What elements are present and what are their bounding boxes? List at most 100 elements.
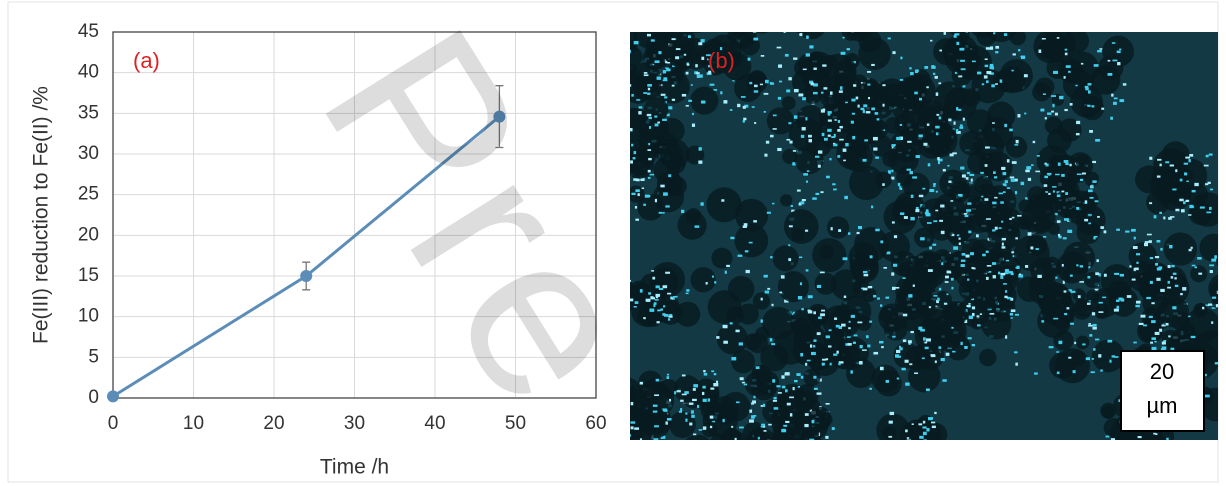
cell — [935, 209, 939, 212]
cell — [635, 189, 640, 193]
cell — [1117, 61, 1121, 66]
cell-cluster — [637, 194, 664, 221]
cell — [692, 398, 697, 402]
cell — [681, 93, 687, 97]
cell — [833, 353, 838, 356]
cell — [1091, 184, 1094, 188]
cell — [788, 225, 793, 228]
cell — [627, 66, 630, 69]
cell — [689, 422, 693, 426]
cell — [906, 439, 912, 440]
cell — [823, 452, 827, 454]
cell — [883, 28, 887, 30]
cell — [1045, 191, 1048, 193]
cell — [797, 385, 801, 388]
cell — [806, 170, 810, 172]
cell — [924, 346, 929, 350]
cell-cluster — [1092, 339, 1125, 373]
cell — [1002, 191, 1006, 193]
cell — [1088, 90, 1091, 94]
cell — [679, 26, 683, 29]
cell — [623, 128, 625, 131]
cell — [805, 269, 809, 272]
cell — [934, 360, 937, 364]
cell — [631, 93, 634, 97]
cell — [869, 387, 872, 390]
cell — [614, 144, 616, 147]
cell — [732, 28, 734, 30]
cell — [879, 340, 884, 344]
cell — [762, 403, 766, 407]
cell-cluster — [901, 104, 930, 132]
cell — [1137, 460, 1141, 462]
cell — [1011, 251, 1015, 254]
cell — [822, 64, 827, 67]
cell — [1052, 103, 1055, 108]
cell-cluster — [966, 204, 988, 226]
cell — [641, 187, 645, 190]
cell — [801, 308, 804, 311]
cell — [1119, 273, 1124, 277]
cell — [812, 197, 817, 200]
cell — [630, 127, 633, 132]
cell — [766, 27, 771, 30]
cell — [654, 60, 660, 64]
cell — [954, 71, 958, 74]
cell — [653, 437, 659, 440]
cell — [691, 112, 694, 116]
cell — [864, 139, 869, 142]
cell — [611, 141, 615, 143]
cell — [1156, 239, 1161, 243]
cell — [838, 361, 844, 364]
cell — [625, 141, 629, 143]
x-tick-label: 40 — [424, 413, 445, 434]
cell — [979, 313, 983, 315]
cell-cluster — [744, 371, 770, 397]
cell — [621, 127, 623, 130]
cell — [947, 164, 950, 167]
cell — [1207, 181, 1211, 184]
cell — [1088, 222, 1092, 225]
cell — [630, 421, 636, 424]
cell — [1198, 272, 1203, 275]
cell — [767, 439, 771, 440]
cell — [654, 299, 659, 301]
cell-cluster — [888, 143, 919, 175]
cell — [1088, 266, 1091, 269]
cell — [793, 115, 798, 119]
cell — [805, 229, 809, 232]
cell — [1047, 112, 1052, 115]
cell — [777, 96, 782, 100]
cell — [668, 318, 671, 321]
cell — [860, 287, 864, 290]
cell — [692, 388, 696, 391]
cell-cluster — [1005, 136, 1028, 158]
cell — [851, 112, 856, 115]
cell — [1088, 323, 1092, 325]
cell — [1027, 232, 1032, 236]
cell — [1221, 348, 1223, 350]
cell — [816, 392, 822, 395]
cell — [937, 297, 940, 302]
cell — [609, 167, 613, 169]
cell — [623, 121, 625, 123]
cell — [1161, 341, 1166, 345]
cell — [910, 194, 914, 198]
cell — [840, 51, 846, 55]
cell — [1159, 328, 1163, 332]
cell — [843, 295, 847, 299]
cell-cluster — [707, 290, 742, 324]
cell — [663, 305, 666, 308]
cell — [1056, 351, 1060, 353]
data-point — [107, 390, 119, 403]
cell — [686, 63, 690, 66]
cell — [1155, 262, 1159, 266]
cell — [618, 176, 622, 179]
cell — [1056, 37, 1060, 39]
cell-cluster — [1072, 288, 1086, 302]
cell — [657, 472, 661, 475]
cell-cluster — [602, 43, 626, 67]
cell — [966, 171, 971, 175]
cell — [1015, 362, 1018, 366]
cell — [1191, 264, 1196, 267]
